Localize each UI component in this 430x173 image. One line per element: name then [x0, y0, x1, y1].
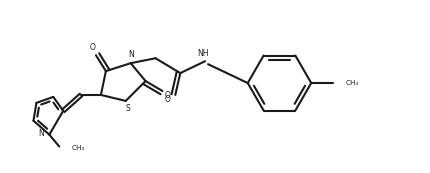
- Text: NH: NH: [197, 49, 209, 58]
- Text: O: O: [90, 43, 96, 52]
- Text: N: N: [128, 50, 134, 59]
- Text: O: O: [164, 91, 170, 100]
- Text: O: O: [164, 95, 170, 104]
- Text: N: N: [39, 129, 44, 138]
- Text: CH₃: CH₃: [71, 145, 85, 152]
- Text: CH₃: CH₃: [346, 80, 359, 86]
- Text: S: S: [125, 104, 130, 113]
